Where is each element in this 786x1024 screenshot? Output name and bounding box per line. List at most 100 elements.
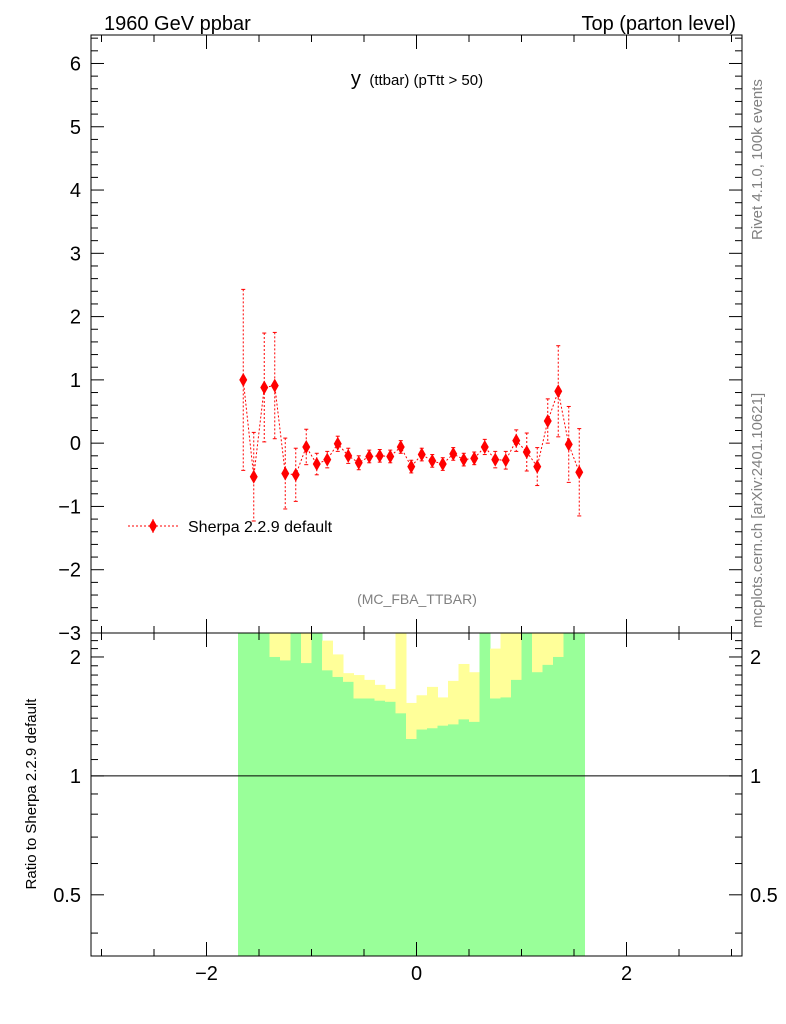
ratio-inner-band-bin [395,713,407,956]
mc-point [260,380,269,395]
ratio-inner-band-bin [500,697,512,956]
main-y-tick-label: −2 [58,560,81,582]
mc-point [239,372,248,387]
header-right: Top (parton level) [581,13,736,35]
main-plot-panel: −3 −2 −1 0 1 2 3 4 5 6 y (ttbar) (pTtt > 50) (MC_… [58,34,743,645]
main-axes: −3 −2 −1 0 1 2 3 4 5 6 [58,35,742,645]
mc-point [417,447,426,462]
ratio-y-tick-label: 2 [70,647,81,669]
mc-point [428,453,437,468]
ratio-inner-band-bin [290,633,302,956]
main-y-tick-label: −3 [58,623,81,645]
ratio-inner-band-bin [437,725,449,956]
mc-point [533,459,542,474]
legend-label: Sherpa 2.2.9 default [188,519,333,536]
mc-point [543,414,552,429]
ratio-inner-band-bin [280,660,291,956]
mc-point [365,449,374,464]
ratio-inner-band-bin [343,681,354,956]
mc-point [564,437,573,452]
ratio-inner-band-bin [332,676,344,956]
main-y-tick-label: 5 [70,117,81,139]
ratio-y-tick-label-right: 2 [750,647,761,669]
main-plot-frame [90,34,743,634]
ratio-y-tick-label-right: 0.5 [750,885,778,907]
plot-title: y (ttbar) (pTtt > 50) [351,68,483,90]
mc-point [575,465,584,480]
ratio-inner-band-bin [563,633,575,956]
main-y-tick-label: 0 [70,433,81,455]
mc-point [386,449,395,464]
main-y-tick-label: 1 [70,370,81,392]
ratio-inner-band-bin [269,656,281,956]
main-y-tick-label: 6 [70,53,81,75]
mc-point [291,467,300,482]
legend-marker [149,519,157,533]
main-y-tick-label: 4 [70,180,81,202]
mc-point [354,455,363,470]
ratio-inner-band-bin [511,679,522,956]
ratio-y-tick-label: 0.5 [53,885,81,907]
ratio-inner-band-bin [490,698,501,956]
mc-point [323,452,332,467]
ratio-y-tick-label: 1 [70,766,81,788]
ratio-inner-band-bin [521,633,533,956]
ratio-inner-band-bin [416,729,428,956]
mc-point [449,446,458,461]
mc-point [396,439,405,454]
mc-point [249,469,258,484]
ratio-y-tick-label-right: 1 [750,766,761,788]
mc-point [512,433,521,448]
mc-points-layer [239,288,584,522]
header-left: 1960 GeV ppbar [104,13,251,35]
ratio-inner-band-bin [385,701,396,956]
main-y-tick-label: 3 [70,243,81,265]
mc-point [344,448,353,463]
x-tick-label: 0 [411,963,422,985]
mc-point [491,452,500,467]
ratio-ylabel: Ratio to Sherpa 2.2.9 default [23,698,40,890]
ratio-inner-band-bin [311,633,323,956]
mc-point [281,466,290,481]
mc-point [522,445,531,460]
ratio-inner-band-bin [248,633,260,956]
analysis-label: (MC_FBA_TTBAR) [357,591,477,607]
ratio-inner-band-bin [427,728,438,956]
mc-point [302,439,311,454]
ratio-inner-band-bin [364,698,375,956]
mc-point [333,436,342,451]
ratio-inner-band-bin [322,670,333,956]
mc-point [312,457,321,472]
ratio-inner-band-bin [574,633,585,956]
ratio-inner-band-bin [301,663,312,956]
main-y-tick-label: 2 [70,307,81,329]
mcplots-label: mcplots.cern.ch [arXiv:2401.10621] [749,393,766,628]
ratio-inner-band-bin [542,664,554,956]
mc-point [554,384,563,399]
ratio-bands-layer [238,633,585,956]
legend: Sherpa 2.2.9 default [128,519,333,536]
ratio-inner-band-bin [553,656,564,956]
x-tick-label: 2 [621,963,632,985]
ratio-inner-band-bin [448,724,459,956]
main-y-tick-label: −1 [58,496,81,518]
ratio-inner-band-bin [479,633,491,956]
mc-point [480,439,489,454]
mc-point [375,448,384,463]
ratio-inner-band-bin [374,700,386,956]
mc-point [459,452,468,467]
ratio-inner-band-bin [238,633,249,956]
mc-point [470,451,479,466]
mc-point [270,378,279,393]
ratio-inner-band-bin [406,738,417,956]
rivet-version-label: Rivet 4.1.0, 100k events [749,79,766,240]
ratio-plot-panel: 0.5 0.5 1 1 2 2 −2 0 2 Ratio to Sherpa 2.2.9 def… [23,632,778,985]
x-tick-label: −2 [195,963,218,985]
mc-point [407,459,416,474]
ratio-axes: 0.5 0.5 1 1 2 2 −2 0 2 [53,633,778,985]
plot-title-sub: (ttbar) (pTtt > 50) [369,72,483,89]
mc-point [438,457,447,472]
plot-title-main: y [351,68,361,90]
ratio-inner-band-bin [353,698,365,956]
